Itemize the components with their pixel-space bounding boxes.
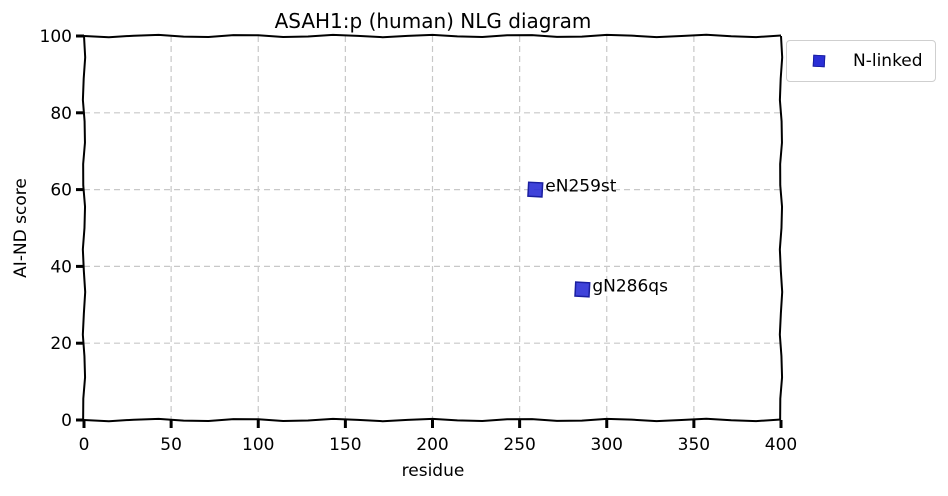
data-points: eN259st gN286qs [527,177,668,298]
data-point [574,281,591,298]
frame-right [778,35,784,421]
grid [84,36,781,420]
legend: N-linked [786,40,936,82]
y-tick-label: 80 [50,104,72,124]
x-tick-label: 350 [678,435,710,455]
data-point-label: gN286qs [592,276,668,296]
y-tick-label: 20 [50,334,72,354]
chart-title: ASAH1:p (human) NLG diagram [275,9,592,33]
y-axis-label: AI-ND score [11,178,31,278]
frame-left [81,35,87,421]
data-point-label: eN259st [545,177,616,197]
axis-ticks: 0 50 100 150 200 250 300 350 400 0 20 40 60 80 100 [40,27,798,455]
x-tick-label: 150 [329,435,361,455]
y-tick-label: 100 [40,27,72,47]
x-tick-label: 300 [591,435,623,455]
x-tick-label: 100 [242,435,274,455]
frame-bottom [83,417,782,423]
frame-top [83,33,782,39]
y-tick-label: 0 [61,411,72,431]
x-axis-label: residue [402,461,465,481]
legend-label-n-linked: N-linked [853,51,923,71]
data-point [527,181,544,198]
x-tick-label: 250 [503,435,535,455]
x-tick-label: 0 [79,435,90,455]
x-tick-label: 200 [416,435,448,455]
x-tick-label: 400 [765,435,797,455]
plot-frame [81,33,784,423]
y-tick-label: 60 [50,181,72,201]
legend-marker-n-linked [812,54,826,68]
y-tick-label: 40 [50,257,72,277]
x-tick-label: 50 [160,435,182,455]
